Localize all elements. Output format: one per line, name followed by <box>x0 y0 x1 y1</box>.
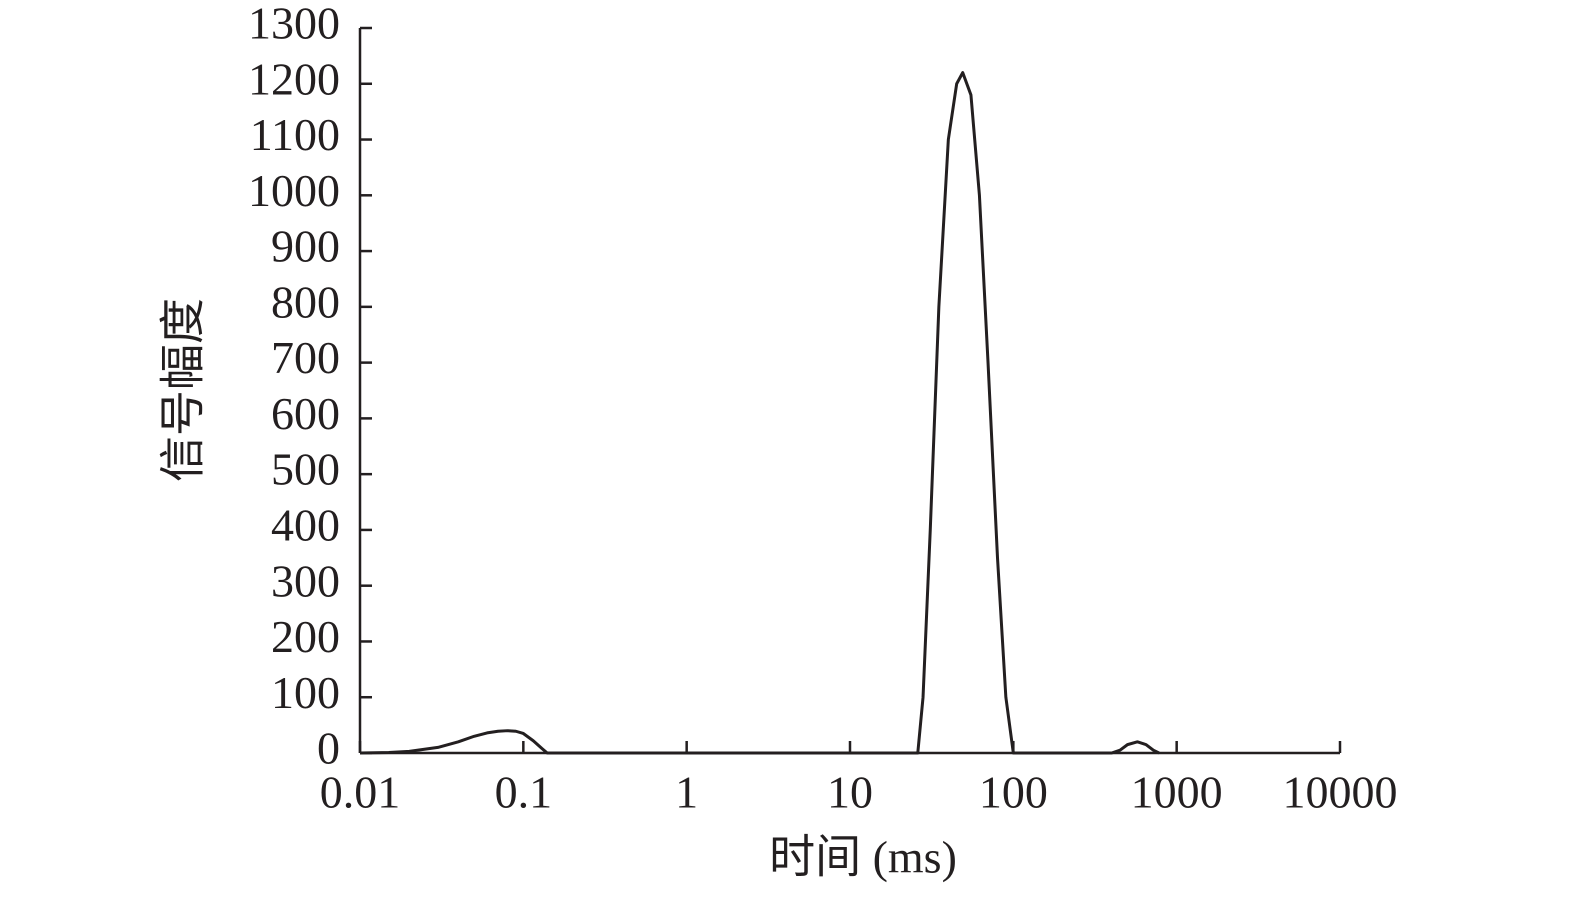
y-tick-label: 1200 <box>248 53 340 104</box>
line <box>359 71 1160 755</box>
x-tick-label: 0.1 <box>495 767 553 818</box>
y-tick-label: 500 <box>271 444 340 495</box>
y-tick-label: 0 <box>317 723 340 774</box>
y-tick-label: 1100 <box>250 109 340 160</box>
x-tick-label: 1000 <box>1131 767 1223 818</box>
x-tick-label: 10000 <box>1283 767 1398 818</box>
y-tick-label: 400 <box>271 499 340 550</box>
y-tick-label: 1300 <box>248 0 340 49</box>
y-tick-label: 900 <box>271 221 340 272</box>
y-tick-label: 200 <box>271 611 340 662</box>
x-tick-label: 1 <box>675 767 698 818</box>
y-tick-label: 1000 <box>248 165 340 216</box>
y-tick-label: 700 <box>271 332 340 383</box>
x-tick-label: 0.01 <box>320 767 401 818</box>
x-tick-label: 10 <box>827 767 873 818</box>
y-axis-label: 信号幅度 <box>158 298 209 482</box>
x-tick-label: 100 <box>979 767 1048 818</box>
y-tick-label: 300 <box>271 555 340 606</box>
y-tick-label: 100 <box>271 667 340 718</box>
y-tick-label: 800 <box>271 276 340 327</box>
y-tick-label: 600 <box>271 388 340 439</box>
x-axis-label: 时间 (ms) <box>769 832 957 883</box>
